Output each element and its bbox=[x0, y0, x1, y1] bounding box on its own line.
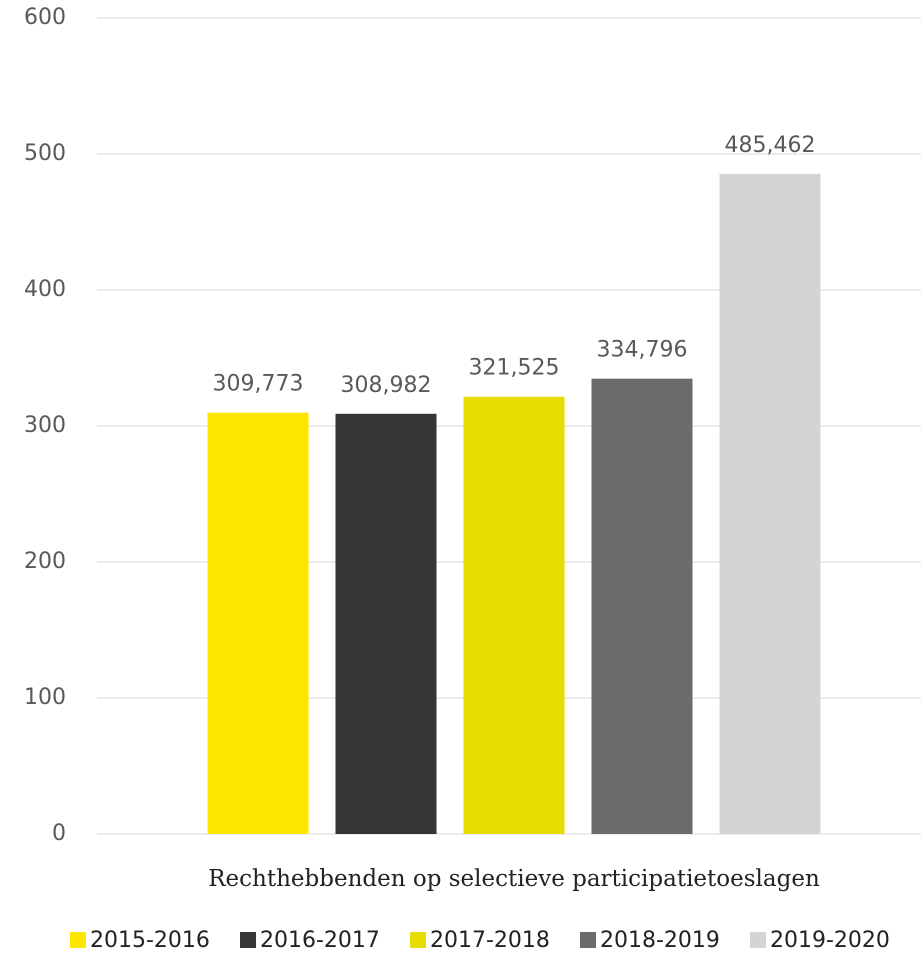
x-tick-label: Rechthebbenden op selectieve participati… bbox=[208, 866, 820, 892]
legend-label: 2019-2020 bbox=[770, 928, 890, 953]
legend-swatch bbox=[240, 932, 256, 948]
bar bbox=[591, 378, 693, 834]
y-tick-label: 300 bbox=[24, 413, 66, 438]
y-tick-label: 500 bbox=[24, 141, 66, 166]
legend-swatch bbox=[70, 932, 86, 948]
data-label: 485,462 bbox=[725, 133, 816, 158]
bar bbox=[463, 396, 565, 834]
bar bbox=[207, 412, 309, 834]
y-tick-label: 100 bbox=[24, 685, 66, 710]
legend-swatch bbox=[410, 932, 426, 948]
data-label: 334,796 bbox=[597, 338, 688, 363]
data-label: 309,773 bbox=[213, 372, 304, 397]
y-tick-label: 400 bbox=[24, 277, 66, 302]
legend-swatch bbox=[580, 932, 596, 948]
y-tick-label: 0 bbox=[52, 821, 66, 846]
bar bbox=[335, 413, 437, 834]
legend-label: 2016-2017 bbox=[260, 928, 380, 953]
y-tick-label: 600 bbox=[24, 5, 66, 30]
legend-label: 2018-2019 bbox=[600, 928, 720, 953]
y-tick-label: 200 bbox=[24, 549, 66, 574]
bar bbox=[719, 173, 821, 835]
legend-label: 2015-2016 bbox=[90, 928, 210, 953]
data-label: 321,525 bbox=[469, 356, 560, 381]
legend-swatch bbox=[750, 932, 766, 948]
data-label: 308,982 bbox=[341, 373, 432, 398]
legend-label: 2017-2018 bbox=[430, 928, 550, 953]
